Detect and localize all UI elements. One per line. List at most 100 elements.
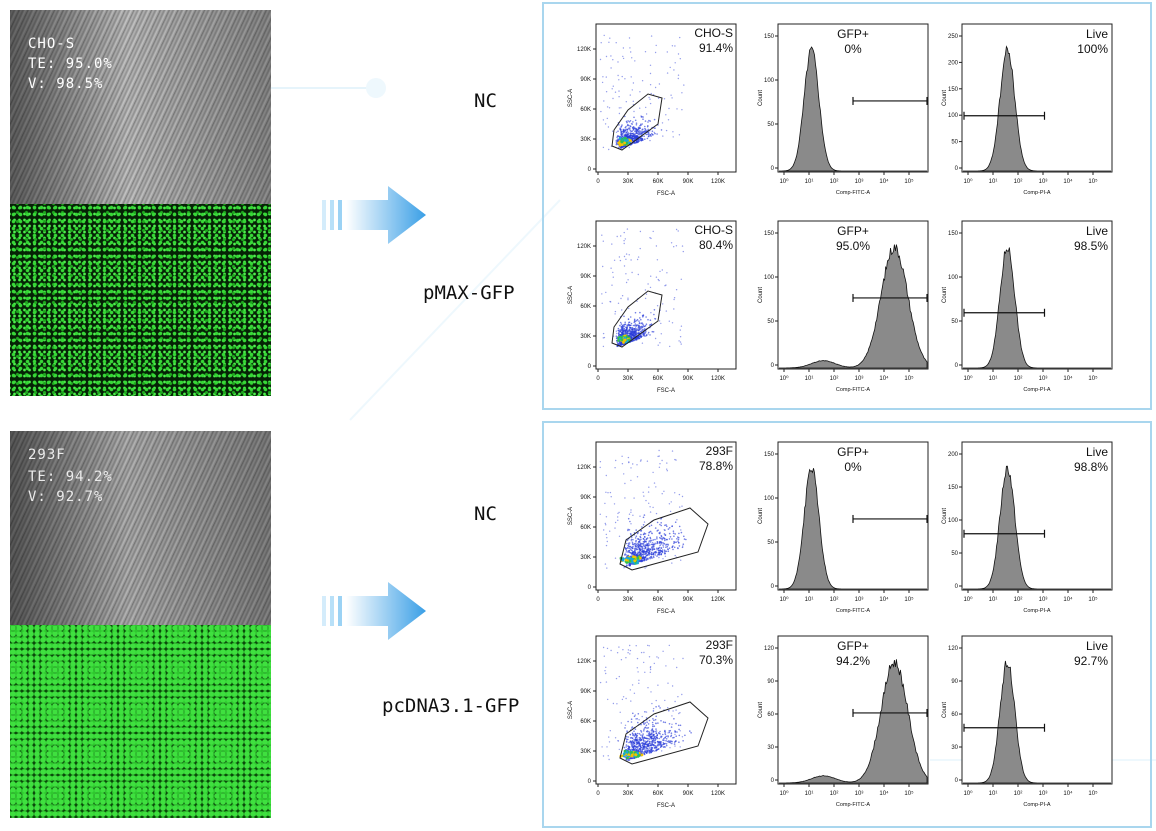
x-tick-label: 10³ [855, 597, 864, 603]
x-tick-label: 0 [596, 597, 600, 603]
x-tick-label: 120K [711, 376, 725, 382]
gate-polygon [611, 93, 663, 151]
x-tick-label: 30K [623, 376, 634, 382]
x-tick-label: 0 [596, 791, 600, 797]
x-tick-label: 10¹ [805, 597, 814, 603]
x-tick-label: 120K [711, 597, 725, 603]
condition-label-pmax-gfp: pMAX-GFP [423, 282, 515, 304]
y-axis-label: Count [942, 702, 948, 718]
x-tick-label: 10² [830, 791, 839, 797]
x-tick-label: 10³ [1039, 179, 1048, 185]
y-axis-label: Count [942, 90, 948, 106]
arrow-icon [322, 186, 426, 244]
y-tick-label: 0 [771, 584, 775, 590]
y-tick-label: 60 [951, 712, 958, 718]
x-tick-label: 10⁴ [1063, 178, 1073, 185]
x-tick-label: 10⁰ [779, 375, 789, 382]
y-tick-label: 30K [580, 749, 591, 755]
x-axis-label: FSC-A [657, 609, 675, 615]
x-tick-label: 30K [623, 179, 634, 185]
y-tick-label: 150 [948, 485, 959, 491]
293f-brightfield-image: 293F TE: 94.2% V: 92.7% [10, 431, 271, 625]
y-tick-label: 90K [580, 77, 591, 83]
gate-name: Live [1086, 639, 1108, 653]
x-tick-label: 10¹ [805, 179, 814, 185]
live-histogram-293f-pcdna: 0 30 60 90 120 10⁰ 10¹ 10² 10³ 10⁴ 10⁵ Comp-PI-A Cou… [938, 622, 1118, 812]
x-tick-label: 90K [683, 791, 694, 797]
y-tick-label: 90K [580, 689, 591, 695]
cho-s-cell-line-label: CHO-S [28, 36, 76, 52]
scatter-plot-cho-s-nc: 0 30K 60K 90K 120K 0 30K 60K 90K 120K FSC-A SSC-A CH… [560, 10, 740, 200]
x-tick-label: 10¹ [805, 376, 814, 382]
y-tick-label: 0 [955, 166, 959, 172]
y-axis-label: Count [942, 508, 948, 524]
gate-name: Live [1086, 224, 1108, 238]
y-tick-label: 90 [767, 679, 774, 685]
x-axis-label: Comp-PI-A [1023, 190, 1051, 196]
histogram-peak [779, 244, 928, 369]
scatter-plot-293f-nc: 0 30K 60K 90K 120K 0 30K 60K 90K 120K FSC-A SSC-A 29… [560, 428, 740, 618]
y-tick-label: 0 [771, 363, 775, 369]
x-tick-label: 10⁵ [904, 790, 914, 797]
x-tick-label: 60K [653, 597, 664, 603]
y-tick-label: 50 [767, 319, 774, 325]
y-tick-label: 150 [764, 452, 775, 458]
histogram-svg: 0 50 100 150 200 10⁰ 10¹ 10² 10³ 10⁴ 10⁵ Comp-PI-A C… [942, 441, 1113, 614]
x-axis-label: Comp-PI-A [1023, 802, 1051, 808]
y-tick-label: 100 [948, 275, 959, 281]
histogram-peak [963, 45, 1111, 172]
y-tick-label: 150 [948, 231, 959, 237]
y-tick-label: 0 [588, 364, 592, 370]
y-tick-label: 50 [951, 551, 958, 557]
event-dots [599, 449, 687, 569]
y-tick-label: 150 [764, 34, 775, 40]
gfp-histogram-cho-s-nc: 0 50 100 150 10⁰ 10¹ 10² 10³ 10⁴ 10⁵ Comp-FITC-A Co… [754, 10, 934, 200]
x-tick-label: 10⁰ [779, 596, 789, 603]
y-tick-label: 30K [580, 137, 591, 143]
gfp-histogram-293f-nc: 0 50 100 150 10⁰ 10¹ 10² 10³ 10⁴ 10⁵ Comp-FITC-A Co… [754, 428, 934, 618]
scatter-svg: 0 30K 60K 90K 120K 0 30K 60K 90K 120K FSC-A SSC-A 29… [568, 635, 737, 809]
x-tick-label: 60K [653, 791, 664, 797]
x-tick-label: 120K [711, 179, 725, 185]
gate-name: GFP+ [837, 27, 869, 41]
x-tick-label: 10¹ [805, 791, 814, 797]
y-tick-label: 90 [951, 679, 958, 685]
y-tick-label: 0 [588, 779, 592, 785]
gate-percent: 92.7% [1074, 654, 1108, 668]
histogram-frame [961, 23, 1113, 173]
gate-name: GFP+ [837, 639, 869, 653]
x-tick-label: 90K [683, 376, 694, 382]
gate-polygon [611, 290, 663, 348]
x-tick-label: 10¹ [989, 179, 998, 185]
gate-name: 293F [706, 638, 733, 652]
gate-polygon [619, 507, 709, 571]
x-axis-label: FSC-A [657, 803, 675, 809]
x-tick-label: 10⁰ [779, 178, 789, 185]
x-tick-label: 10³ [855, 179, 864, 185]
gate-name: CHO-S [694, 223, 733, 237]
y-axis-label: Count [942, 287, 948, 303]
scatter-svg: 0 30K 60K 90K 120K 0 30K 60K 90K 120K FSC-A SSC-A CH… [568, 220, 737, 394]
x-tick-label: 10² [1014, 791, 1023, 797]
y-tick-label: 0 [588, 167, 592, 173]
x-tick-label: 10⁴ [1063, 790, 1073, 797]
y-tick-label: 0 [955, 778, 959, 784]
flow-panel-cho-s [542, 2, 1152, 410]
x-tick-label: 10² [830, 597, 839, 603]
y-tick-label: 120K [577, 47, 591, 53]
scatter-plot-cho-s-pmax: 0 30K 60K 90K 120K 0 30K 60K 90K 120K FSC-A SSC-A CH… [560, 207, 740, 397]
scatter-svg: 0 30K 60K 90K 120K 0 30K 60K 90K 120K FSC-A SSC-A 29… [568, 441, 737, 615]
cho-s-brightfield-image: CHO-S TE: 95.0% V: 98.5% [10, 10, 271, 204]
gate-name: Live [1086, 445, 1108, 459]
y-tick-label: 30K [580, 555, 591, 561]
x-tick-label: 10⁴ [879, 596, 889, 603]
histogram-svg: 0 50 100 150 10⁰ 10¹ 10² 10³ 10⁴ 10⁵ Comp-PI-A Coun… [942, 220, 1113, 393]
x-tick-label: 10⁴ [879, 375, 889, 382]
gate-percent: 91.4% [699, 41, 733, 55]
x-tick-label: 10² [830, 179, 839, 185]
cho-s-te-label: TE: 95.0% [28, 56, 113, 72]
gate-percent: 95.0% [836, 239, 870, 253]
x-axis-label: Comp-PI-A [1023, 387, 1051, 393]
y-tick-label: 100 [948, 113, 959, 119]
y-tick-label: 0 [955, 363, 959, 369]
